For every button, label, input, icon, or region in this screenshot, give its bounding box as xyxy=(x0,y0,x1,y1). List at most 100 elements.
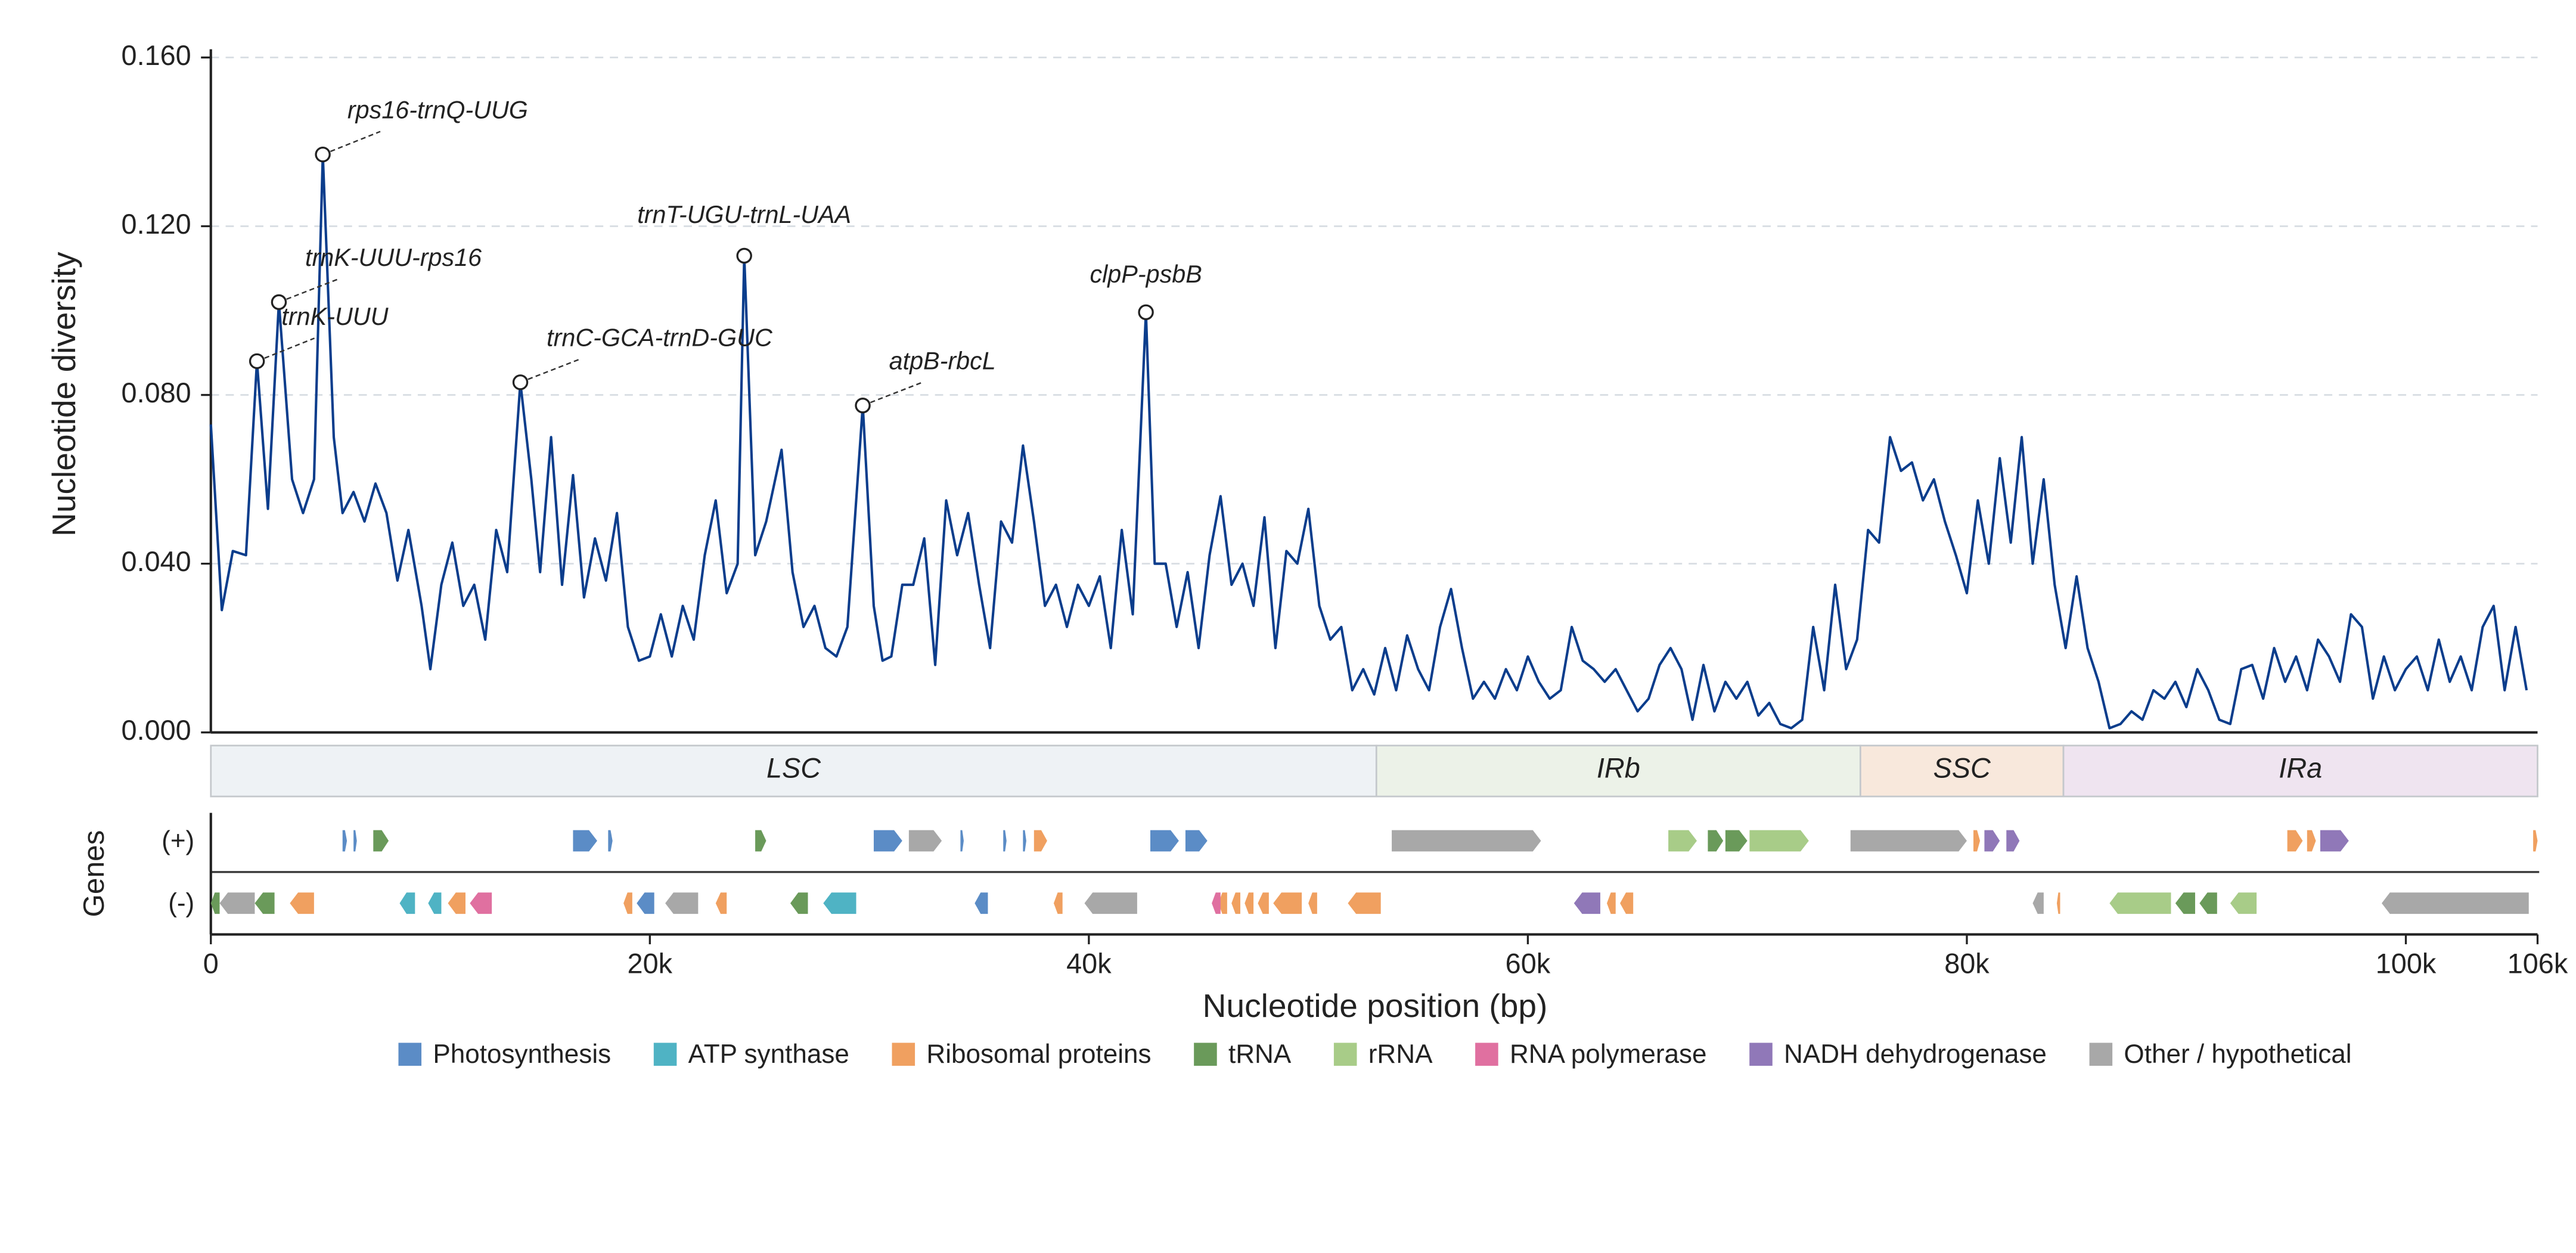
gene xyxy=(1973,830,1981,852)
gene xyxy=(1620,892,1634,914)
y-tick-label: 0.080 xyxy=(122,377,191,408)
x-tick-label: 80k xyxy=(1944,948,1990,979)
annotation-label: trnT-UGU-trnL-UAA xyxy=(637,201,851,228)
gene xyxy=(1725,830,1748,852)
annotation-label: trnK-UUU-rps16 xyxy=(305,244,482,271)
legend-swatch xyxy=(1475,1043,1498,1066)
gene xyxy=(790,892,808,914)
gene xyxy=(1708,830,1724,852)
gene xyxy=(1258,892,1269,914)
x-tick-label: 20k xyxy=(628,948,673,979)
gene xyxy=(608,830,613,852)
legend: Photosynthesis ATP synthase Ribosomal prot… xyxy=(398,1040,2352,1069)
gene xyxy=(1084,892,1137,914)
minus-strand-label: (-) xyxy=(168,889,194,918)
gene xyxy=(428,892,442,914)
gene xyxy=(1984,830,2000,852)
gene xyxy=(623,892,632,914)
gene xyxy=(1607,892,1616,914)
annotation-label: clpP-psbB xyxy=(1090,260,1202,288)
gene xyxy=(2199,892,2217,914)
gene xyxy=(1231,892,1240,914)
annotation-leader xyxy=(256,337,315,362)
gene xyxy=(1212,892,1221,914)
region-band xyxy=(1375,745,1861,798)
gene xyxy=(2230,892,2257,914)
track-title: Genes xyxy=(77,830,110,917)
gene xyxy=(2287,830,2303,852)
gene xyxy=(755,830,766,852)
gene xyxy=(1749,830,1809,852)
gene xyxy=(255,892,275,914)
diversity-line xyxy=(209,153,2528,730)
gene xyxy=(1033,830,1047,852)
gene xyxy=(353,830,357,852)
gene xyxy=(1003,830,1007,852)
gene xyxy=(2533,830,2538,852)
gene xyxy=(1023,830,1026,852)
gene xyxy=(665,892,699,914)
legend-label: NADH dehydrogenase xyxy=(1784,1040,2047,1069)
gene xyxy=(2109,892,2171,914)
gene xyxy=(908,830,942,852)
gene xyxy=(2175,892,2195,914)
peak-marker xyxy=(855,398,871,414)
gene xyxy=(715,892,727,914)
gene xyxy=(342,830,347,852)
gene xyxy=(1218,892,1227,914)
legend-swatch xyxy=(653,1043,677,1066)
gene xyxy=(373,830,389,852)
gene xyxy=(1150,830,1179,852)
gene xyxy=(2320,830,2349,852)
region-label: IRa xyxy=(2279,752,2322,783)
legend-label: RNA polymerase xyxy=(1510,1040,1707,1069)
gene xyxy=(573,830,597,852)
gene xyxy=(448,892,465,914)
legend-swatch xyxy=(2089,1043,2113,1066)
gene xyxy=(1392,830,1541,852)
annotation-label: trnK-UUU xyxy=(281,303,389,330)
gene xyxy=(1668,830,1697,852)
peak-marker xyxy=(249,353,265,370)
y-axis-title: Nucleotide diversity xyxy=(45,252,82,536)
legend-swatch xyxy=(1194,1043,1217,1066)
x-tick-label: 40k xyxy=(1066,948,1112,979)
gene xyxy=(1185,830,1208,852)
annotation-leader xyxy=(862,382,923,407)
region-label: SSC xyxy=(1933,752,1991,783)
peak-marker xyxy=(271,294,287,311)
gene xyxy=(2032,892,2044,914)
legend-label: tRNA xyxy=(1228,1040,1292,1069)
gene xyxy=(1053,892,1063,914)
gene xyxy=(2382,892,2529,914)
gene xyxy=(960,830,964,852)
region-label: LSC xyxy=(766,752,821,783)
legend-label: Ribosomal proteins xyxy=(926,1040,1151,1069)
legend-swatch xyxy=(398,1043,422,1066)
legend-label: rRNA xyxy=(1368,1040,1433,1069)
gene xyxy=(290,892,314,914)
gene xyxy=(1273,892,1302,914)
legend-swatch xyxy=(1333,1043,1357,1066)
gene xyxy=(1244,892,1254,914)
gene xyxy=(2056,892,2060,914)
annotation-leader xyxy=(322,131,381,156)
legend-swatch xyxy=(892,1043,915,1066)
gene xyxy=(873,830,902,852)
y-tick-label: 0.120 xyxy=(122,209,191,240)
gene xyxy=(470,892,492,914)
peak-marker xyxy=(736,247,752,264)
gene xyxy=(637,892,654,914)
annotation-label: trnC-GCA-trnD-GUC xyxy=(547,324,773,352)
annotation-leader xyxy=(278,278,339,303)
region-band xyxy=(1859,745,2065,798)
gene xyxy=(1308,892,1317,914)
x-axis-title: Nucleotide position (bp) xyxy=(1203,987,1548,1024)
gene xyxy=(1573,892,1600,914)
y-tick-label: 0.000 xyxy=(122,715,191,746)
x-tick-label: 0 xyxy=(203,948,219,979)
legend-label: Other / hypothetical xyxy=(2124,1040,2351,1069)
annotation-label: atpB-rbcL xyxy=(889,348,996,375)
y-tick-label: 0.040 xyxy=(122,546,191,577)
